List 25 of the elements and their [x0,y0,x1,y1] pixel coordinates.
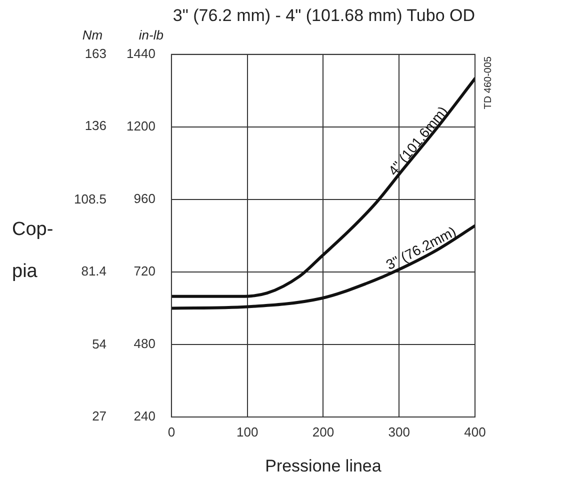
y-tick-label: 240 [134,408,156,424]
line-series [171,224,475,310]
x-tick-label: 300 [388,424,410,440]
y2-tick-label: 108.5 [74,191,107,206]
y-axis-title: in-lb [138,28,164,43]
chart-title: 3" (76.2 mm) - 4" (101.68 mm) Tubo OD [172,6,475,25]
x-tick-label: 200 [312,424,334,440]
x-axis-title: Pressione linea [265,456,382,476]
y2-tick-label: 163 [84,46,107,61]
y2-tick-label: 81.4 [81,264,107,279]
y2-tick-label: 54 [92,336,107,352]
y2-tick-label: 136 [84,118,107,133]
x-tick-label: 400 [464,424,486,440]
y-tick-label: 960 [134,191,156,206]
y-tick-label: 720 [134,264,156,279]
x-tick-label: 0 [168,424,176,440]
y2-tick-label: 27 [92,408,107,424]
line-series [171,77,475,298]
x-tick-label: 100 [236,424,258,440]
y-tick-label: 1440 [126,46,156,61]
y-tick-label: 1200 [126,118,156,134]
y-tick-label: 480 [134,336,156,352]
y2-axis-title: Nm [82,28,103,43]
text: Cop- pia [12,219,54,282]
text: TD 460-005 [482,56,494,110]
